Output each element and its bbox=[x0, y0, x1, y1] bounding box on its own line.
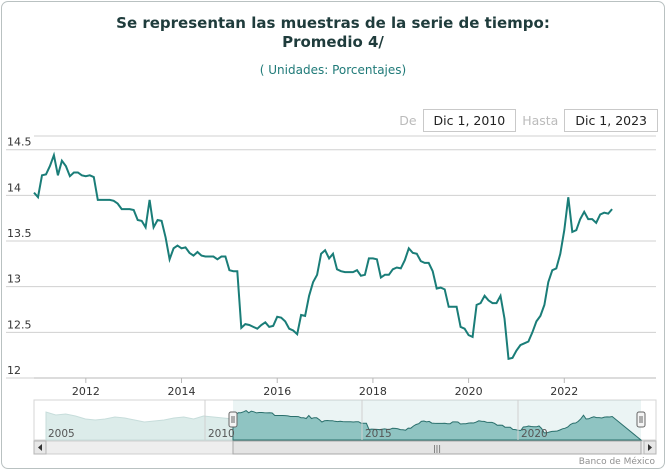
navigator-overview-area bbox=[45, 411, 234, 441]
to-label: Hasta bbox=[522, 113, 559, 128]
y-tick-label: 14 bbox=[7, 181, 21, 194]
navigator-right-handle[interactable] bbox=[636, 411, 646, 428]
navigator-selected-area bbox=[232, 410, 643, 441]
navigator-year-label: 2015 bbox=[365, 428, 392, 440]
y-axis: 12 12.5 13 13.5 14 14.5 bbox=[7, 136, 32, 377]
navigator[interactable]: 2005 2010 2015 2020 bbox=[33, 399, 657, 441]
scroll-left-arrow-icon bbox=[38, 444, 42, 451]
y-tick-label: 12.5 bbox=[7, 318, 32, 331]
chart-title-line-2: Promedio 4/ bbox=[282, 33, 384, 51]
x-tick-label: 2018 bbox=[359, 385, 387, 398]
navigator-year-label: 2010 bbox=[208, 428, 235, 440]
scrollbar-thumb[interactable] bbox=[232, 440, 642, 455]
x-tick-label: 2022 bbox=[550, 385, 578, 398]
x-axis: 2012 2014 2016 2018 2020 2022 bbox=[72, 378, 578, 398]
y-tick-label: 12 bbox=[7, 364, 21, 377]
credit-text[interactable]: Banco de México bbox=[579, 456, 656, 467]
to-date-input[interactable]: Dic 1, 2023 bbox=[564, 109, 658, 132]
chart-title-line-1: Se representan las muestras de la serie … bbox=[116, 14, 550, 32]
x-tick-label: 2020 bbox=[455, 385, 483, 398]
range-selector: De Dic 1, 2010 Hasta Dic 1, 2023 bbox=[393, 109, 658, 132]
scrollbar-grip: ||| bbox=[433, 444, 441, 453]
chart-subtitle: ( Unidades: Porcentajes) bbox=[259, 63, 407, 77]
scroll-right-arrow-icon bbox=[648, 444, 652, 451]
series-line[interactable] bbox=[33, 151, 613, 361]
y-tick-label: 14.5 bbox=[7, 136, 32, 149]
navigator-year-label: 2005 bbox=[48, 428, 75, 440]
scrollbar[interactable]: ||| bbox=[33, 440, 657, 455]
navigator-year-labels: 2005 2010 2015 2020 bbox=[48, 400, 548, 440]
navigator-left-handle[interactable] bbox=[228, 411, 238, 428]
y-tick-label: 13.5 bbox=[7, 227, 32, 240]
x-tick-label: 2014 bbox=[168, 385, 196, 398]
x-tick-label: 2016 bbox=[263, 385, 291, 398]
y-tick-label: 13 bbox=[7, 273, 21, 286]
navigator-year-label: 2020 bbox=[521, 428, 548, 440]
from-date-input[interactable]: Dic 1, 2010 bbox=[422, 109, 517, 132]
from-label: De bbox=[399, 113, 417, 128]
x-tick-label: 2012 bbox=[72, 385, 100, 398]
